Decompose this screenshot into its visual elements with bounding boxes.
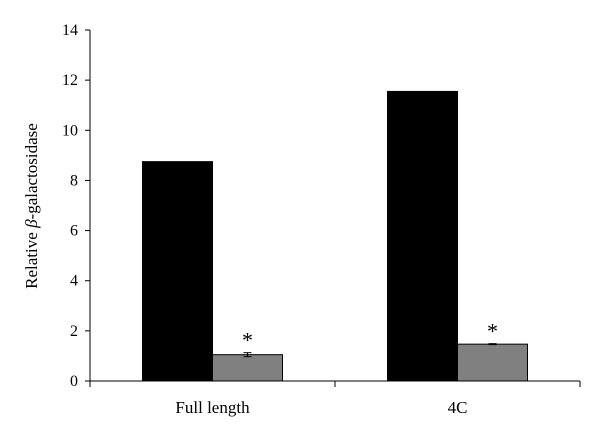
y-tick-label: 14 [62, 22, 78, 39]
labels: 0 2 4 6 8 10 12 14 * Full length * 4C [62, 22, 498, 417]
bar-series2-0 [212, 354, 283, 382]
y-tick-label: 10 [62, 122, 78, 139]
x-category-label: 4C [448, 398, 468, 417]
y-axis-title-prefix: Relative [22, 228, 41, 289]
x-category-label: Full length [175, 398, 250, 417]
bar-series1-0 [142, 161, 213, 382]
y-tick-label: 8 [70, 172, 78, 189]
bars [142, 90, 528, 382]
y-axis-title-suffix: -galactosidase [22, 123, 41, 219]
y-tick-label: 6 [70, 223, 78, 240]
y-tick-label: 0 [70, 373, 78, 390]
y-tick-label: 12 [62, 72, 78, 89]
y-axis-title-symbol: β [22, 219, 41, 229]
bar-series1-1 [387, 90, 458, 382]
bar-series2-1 [457, 343, 528, 382]
significance-marker: * [487, 319, 498, 344]
y-axis-title: Relative β-galactosidase [22, 123, 41, 289]
significance-marker: * [242, 328, 253, 353]
y-tick-label: 2 [70, 323, 78, 340]
y-tick-label: 4 [70, 273, 78, 290]
